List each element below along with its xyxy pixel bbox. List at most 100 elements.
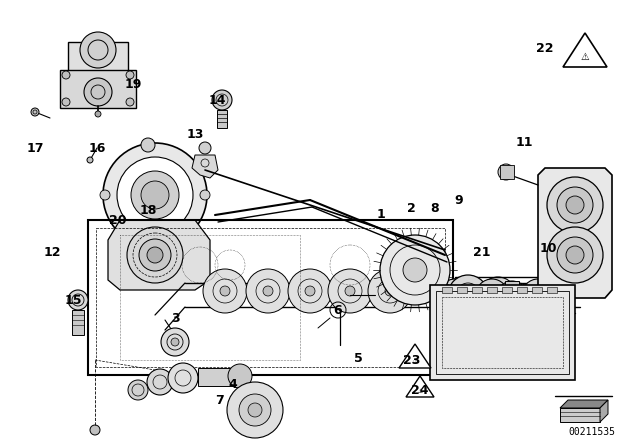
Text: 5: 5	[354, 352, 362, 365]
Text: 20: 20	[109, 214, 127, 227]
Text: 1: 1	[376, 208, 385, 221]
Text: 13: 13	[186, 129, 204, 142]
Bar	[120, 235, 300, 360]
Text: 14: 14	[208, 94, 226, 107]
Circle shape	[147, 247, 163, 263]
Text: 10: 10	[540, 241, 557, 254]
Bar	[500, 165, 514, 179]
Polygon shape	[560, 400, 608, 408]
Circle shape	[368, 269, 412, 313]
Bar	[487, 287, 497, 293]
Bar	[472, 287, 482, 293]
Circle shape	[385, 286, 395, 296]
Circle shape	[403, 258, 427, 282]
Circle shape	[463, 290, 473, 300]
Bar	[442, 297, 563, 368]
Polygon shape	[108, 220, 210, 290]
Circle shape	[84, 78, 112, 106]
Text: 12: 12	[44, 246, 61, 258]
Circle shape	[100, 190, 110, 200]
Polygon shape	[560, 408, 600, 422]
Text: ⚠: ⚠	[412, 358, 418, 364]
Text: 7: 7	[216, 393, 225, 406]
Bar	[96, 228, 445, 367]
Text: 19: 19	[124, 78, 141, 91]
Circle shape	[227, 382, 283, 438]
Circle shape	[566, 196, 584, 214]
Bar	[430, 285, 575, 380]
Bar	[88, 220, 453, 375]
Bar	[217, 110, 227, 128]
Text: 24: 24	[412, 383, 429, 396]
Circle shape	[498, 164, 514, 180]
Circle shape	[263, 286, 273, 296]
Text: 00211535: 00211535	[568, 427, 616, 437]
Circle shape	[203, 269, 247, 313]
Circle shape	[305, 286, 315, 296]
Text: 21: 21	[473, 246, 491, 259]
Circle shape	[158, 238, 172, 252]
Text: 3: 3	[171, 311, 179, 324]
Text: ⚠: ⚠	[580, 52, 589, 62]
Circle shape	[90, 425, 100, 435]
Circle shape	[288, 269, 332, 313]
Circle shape	[171, 338, 179, 346]
Polygon shape	[538, 168, 612, 298]
Circle shape	[498, 281, 526, 309]
Circle shape	[239, 394, 271, 426]
Text: 18: 18	[140, 203, 157, 216]
Circle shape	[68, 290, 88, 310]
Circle shape	[168, 363, 198, 393]
Text: 23: 23	[403, 353, 420, 366]
Circle shape	[141, 138, 155, 152]
Circle shape	[161, 328, 189, 356]
Bar	[436, 291, 569, 374]
Circle shape	[547, 227, 603, 283]
Bar	[457, 287, 467, 293]
Circle shape	[248, 403, 262, 417]
Circle shape	[506, 283, 530, 307]
Circle shape	[128, 380, 148, 400]
Circle shape	[31, 108, 39, 116]
Circle shape	[127, 227, 183, 283]
Circle shape	[199, 142, 211, 154]
Circle shape	[126, 71, 134, 79]
Bar	[532, 287, 542, 293]
Circle shape	[147, 369, 173, 395]
Circle shape	[87, 157, 93, 163]
Circle shape	[557, 237, 593, 273]
Text: ⚠: ⚠	[417, 388, 422, 393]
Polygon shape	[406, 376, 434, 397]
Circle shape	[557, 187, 593, 223]
Circle shape	[126, 98, 134, 106]
Text: 11: 11	[515, 137, 532, 150]
Text: 22: 22	[536, 42, 554, 55]
Circle shape	[328, 269, 372, 313]
Text: 9: 9	[454, 194, 463, 207]
Circle shape	[476, 279, 508, 311]
Polygon shape	[563, 33, 607, 67]
Circle shape	[131, 171, 179, 219]
Bar	[547, 287, 557, 293]
Bar	[60, 70, 136, 108]
Circle shape	[246, 269, 290, 313]
Bar	[198, 368, 236, 386]
Text: 15: 15	[64, 293, 82, 306]
Circle shape	[547, 177, 603, 233]
Polygon shape	[399, 344, 431, 368]
Polygon shape	[600, 400, 608, 422]
Circle shape	[139, 239, 171, 271]
Circle shape	[62, 98, 70, 106]
Circle shape	[103, 143, 207, 247]
Text: 4: 4	[228, 379, 237, 392]
Text: 17: 17	[26, 142, 44, 155]
Bar	[517, 287, 527, 293]
Circle shape	[220, 286, 230, 296]
Circle shape	[480, 277, 516, 313]
Polygon shape	[192, 155, 218, 178]
Circle shape	[448, 275, 488, 315]
Bar	[68, 42, 128, 94]
Circle shape	[95, 111, 101, 117]
Circle shape	[465, 282, 491, 308]
Text: 16: 16	[88, 142, 106, 155]
